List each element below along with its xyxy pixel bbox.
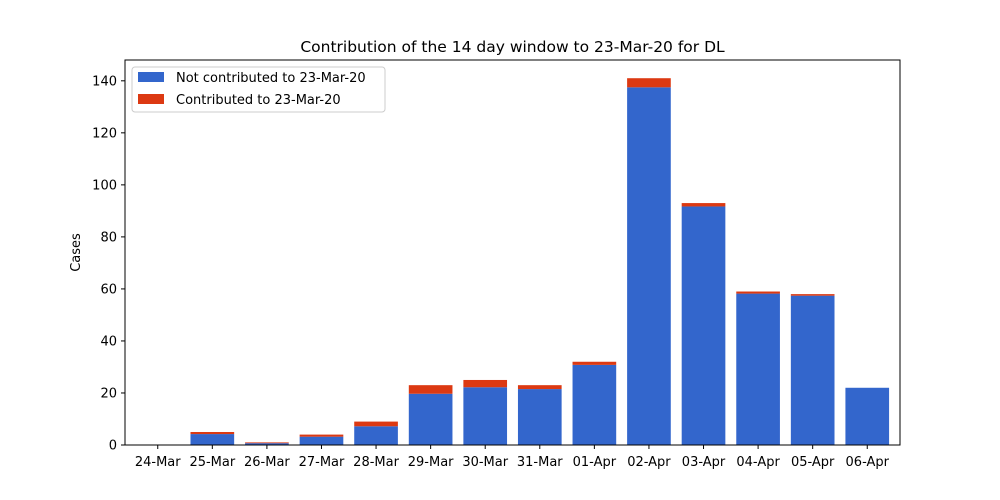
y-tick-label: 40	[100, 334, 117, 349]
legend: Not contributed to 23-Mar-20 Contributed…	[131, 66, 386, 113]
y-tick-label: 60	[100, 282, 117, 297]
legend-swatch-contributed	[138, 94, 164, 104]
bar-not-contributed-01-Apr	[572, 364, 617, 445]
bar-contributed-03-Apr	[681, 203, 726, 207]
legend-box	[131, 66, 386, 113]
x-tick-label: 06-Apr	[846, 455, 890, 470]
y-tick-label: 20	[100, 386, 117, 401]
bar-not-contributed-30-Mar	[463, 387, 508, 445]
x-tick-label: 31-Mar	[517, 455, 563, 470]
x-tick-label: 01-Apr	[573, 455, 617, 470]
bar-not-contributed-02-Apr	[627, 87, 671, 446]
x-axis: 24-Mar 25-Mar 26-Mar 27-Mar 28-Mar 29-Mar 30-M…	[135, 445, 890, 470]
bar-contributed-27-Mar	[299, 434, 344, 437]
bar-contributed-01-Apr	[572, 361, 617, 365]
bar-not-contributed-26-Mar	[245, 443, 289, 445]
bar-not-contributed-31-Mar	[517, 389, 562, 445]
x-tick-label: 30-Mar	[462, 455, 508, 470]
y-tick-label: 120	[92, 126, 117, 141]
bar-contributed-28-Mar	[354, 421, 398, 427]
bar-not-contributed-28-Mar	[354, 426, 398, 445]
x-tick-label: 02-Apr	[627, 455, 671, 470]
x-tick-label: 24-Mar	[135, 455, 181, 470]
legend-label-not-contributed: Not contributed to 23-Mar-20	[176, 71, 366, 86]
x-tick-label: 29-Mar	[408, 455, 454, 470]
plot-frame	[124, 59, 901, 446]
bar-not-contributed-04-Apr	[736, 293, 780, 445]
bar-contributed-26-Mar	[245, 442, 289, 444]
bar-contributed-31-Mar	[517, 385, 562, 390]
x-tick-label: 04-Apr	[736, 455, 780, 470]
bar-not-contributed-29-Mar	[408, 393, 453, 445]
bar-contributed-29-Mar	[408, 385, 453, 394]
y-axis-label: Cases	[69, 233, 84, 272]
bar-not-contributed-03-Apr	[681, 206, 726, 445]
x-tick-label: 26-Mar	[244, 455, 290, 470]
bar-contributed-25-Mar	[190, 431, 235, 435]
bar-not-contributed-25-Mar	[190, 434, 235, 445]
bar-contributed-05-Apr	[790, 294, 835, 296]
bars-layer	[190, 78, 890, 446]
y-tick-label: 0	[109, 439, 117, 454]
bar-contributed-30-Mar	[463, 379, 508, 388]
x-tick-label: 27-Mar	[299, 455, 345, 470]
x-tick-label: 25-Mar	[189, 455, 235, 470]
y-tick-label: 100	[92, 178, 117, 193]
x-tick-label: 03-Apr	[682, 455, 726, 470]
bar-contributed-02-Apr	[627, 78, 671, 88]
legend-label-contributed: Contributed to 23-Mar-20	[176, 93, 341, 108]
y-tick-label: 140	[92, 74, 117, 89]
bar-not-contributed-27-Mar	[299, 436, 344, 445]
bar-contributed-04-Apr	[736, 291, 780, 294]
x-tick-label: 28-Mar	[353, 455, 399, 470]
bar-not-contributed-06-Apr	[845, 387, 890, 445]
bar-not-contributed-05-Apr	[790, 295, 835, 445]
x-tick-label: 05-Apr	[791, 455, 835, 470]
legend-swatch-not-contributed	[138, 72, 164, 82]
y-tick-label: 80	[100, 230, 117, 245]
y-axis: 0 20 40 60 80 100 120 140	[92, 74, 125, 454]
chart-title: Contribution of the 14 day window to 23-…	[300, 38, 725, 56]
